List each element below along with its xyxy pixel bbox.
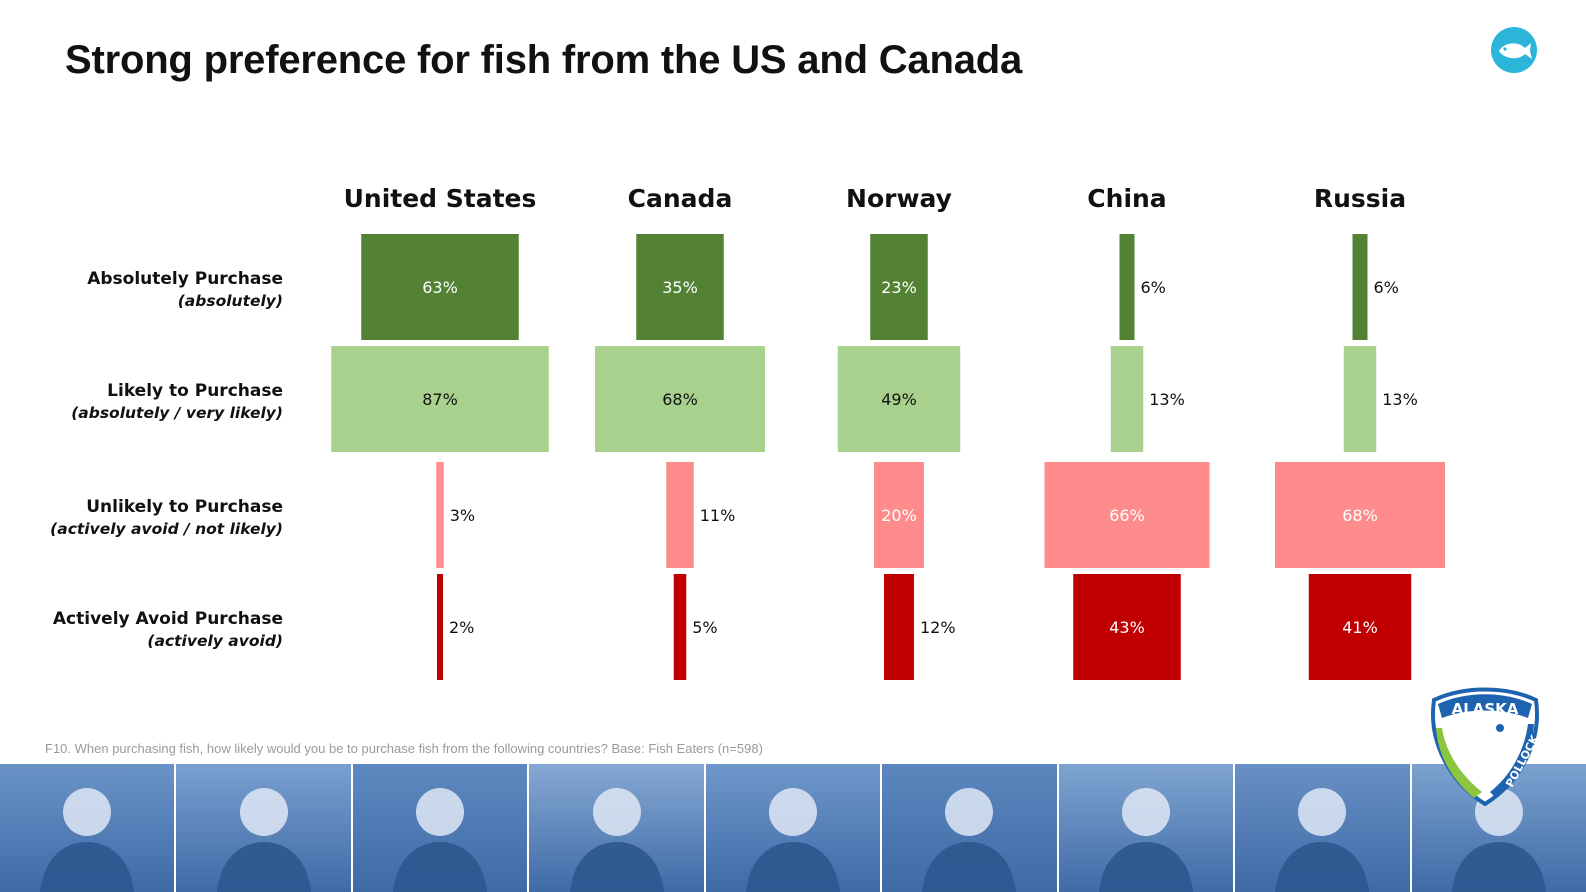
- bar-actively-avoid-purchase-china: [1073, 574, 1181, 680]
- bar-absolutely-purchase-russia: [1352, 234, 1368, 340]
- row-label-unlikely-to-purchase: Unlikely to Purchase: [86, 497, 283, 517]
- page-title: Strong preference for fish from the US a…: [65, 38, 1023, 82]
- bar-unlikely-to-purchase-norway: [874, 462, 924, 568]
- photo-person-4: [529, 764, 706, 892]
- row-sublabel-absolutely-purchase: (absolutely): [178, 292, 283, 310]
- value-label-likely-to-purchase-united-states: 87%: [422, 390, 458, 409]
- bar-unlikely-to-purchase-russia: [1275, 462, 1445, 568]
- value-label-actively-avoid-purchase-united-states: 2%: [449, 618, 474, 637]
- value-label-actively-avoid-purchase-china: 43%: [1109, 618, 1145, 637]
- badge-top-text: ALASKA: [1452, 700, 1519, 718]
- value-label-actively-avoid-purchase-norway: 12%: [920, 618, 956, 637]
- person-silhouette: [745, 788, 840, 892]
- bar-absolutely-purchase-china: [1119, 234, 1135, 340]
- row-sublabel-unlikely-to-purchase: (actively avoid / not likely): [50, 520, 283, 538]
- country-label-russia: Russia: [1314, 184, 1406, 213]
- row-label-absolutely-purchase: Absolutely Purchase: [87, 269, 283, 289]
- bar-unlikely-to-purchase-china: [1044, 462, 1210, 568]
- value-label-absolutely-purchase-united-states: 63%: [422, 278, 458, 297]
- value-label-likely-to-purchase-russia: 13%: [1382, 390, 1418, 409]
- value-label-unlikely-to-purchase-united-states: 3%: [450, 506, 475, 525]
- country-label-canada: Canada: [628, 184, 733, 213]
- bar-absolutely-purchase-canada: [636, 234, 724, 340]
- bar-unlikely-to-purchase-canada: [666, 462, 694, 568]
- value-label-actively-avoid-purchase-russia: 41%: [1342, 618, 1378, 637]
- bar-likely-to-purchase-china: [1110, 346, 1144, 452]
- row-sublabel-actively-avoid-purchase: (actively avoid): [147, 632, 283, 650]
- photo-person-6: [882, 764, 1059, 892]
- photo-person-3: [352, 764, 530, 892]
- row-label-actively-avoid-purchase: Actively Avoid Purchase: [53, 609, 283, 629]
- bar-actively-avoid-purchase-russia: [1308, 574, 1412, 680]
- country-label-norway: Norway: [846, 184, 952, 213]
- row-labels: Absolutely Purchase (absolutely) Likely to…: [50, 269, 283, 650]
- value-label-likely-to-purchase-canada: 68%: [662, 390, 698, 409]
- person-silhouette: [569, 788, 664, 892]
- bar-actively-avoid-purchase-norway: [884, 574, 914, 680]
- value-label-unlikely-to-purchase-china: 66%: [1109, 506, 1145, 525]
- bar-likely-to-purchase-russia: [1343, 346, 1377, 452]
- photo-person-1: [0, 764, 177, 892]
- person-silhouette: [1098, 788, 1193, 892]
- bar-likely-to-purchase-united-states: [331, 346, 549, 452]
- fish-icon: [1491, 27, 1537, 73]
- row-sublabel-likely-to-purchase: (absolutely / very likely): [71, 404, 283, 422]
- bar-absolutely-purchase-united-states: [361, 234, 519, 340]
- country-label-china: China: [1087, 184, 1166, 213]
- value-label-unlikely-to-purchase-russia: 68%: [1342, 506, 1378, 525]
- photo-person-2: [176, 764, 353, 892]
- person-silhouette: [922, 788, 1017, 892]
- photo-person-7: [1058, 764, 1236, 892]
- value-label-absolutely-purchase-china: 6%: [1141, 278, 1166, 297]
- bar-likely-to-purchase-norway: [837, 346, 961, 452]
- country-labels: United States Canada Norway China Russia: [344, 184, 1407, 213]
- value-label-likely-to-purchase-norway: 49%: [881, 390, 917, 409]
- alaska-pollock-badge: ALASKA GENUINE POLLOCK: [1431, 687, 1542, 806]
- photo-person-5: [705, 764, 883, 892]
- value-label-absolutely-purchase-norway: 23%: [881, 278, 917, 297]
- funnel-chart: United States Canada Norway China Russia Abs…: [50, 184, 1445, 680]
- value-label-likely-to-purchase-china: 13%: [1149, 390, 1185, 409]
- bar-unlikely-to-purchase-united-states: [436, 462, 444, 568]
- photo-strip: [0, 764, 1586, 892]
- bar-actively-avoid-purchase-united-states: [437, 574, 443, 680]
- value-label-absolutely-purchase-russia: 6%: [1374, 278, 1399, 297]
- bar-likely-to-purchase-canada: [595, 346, 765, 452]
- country-label-united-states: United States: [344, 184, 537, 213]
- person-silhouette: [1275, 788, 1370, 892]
- photo-person-8: [1235, 764, 1412, 892]
- person-silhouette: [216, 788, 311, 892]
- value-label-unlikely-to-purchase-canada: 11%: [700, 506, 736, 525]
- person-silhouette: [393, 788, 488, 892]
- bars: 63% 35% 23% 6% 6% 87% 68% 49% 13% 13% 3% 11% 20% 66% 6…: [331, 234, 1445, 680]
- value-label-absolutely-purchase-canada: 35%: [662, 278, 698, 297]
- footnote: F10. When purchasing fish, how likely wo…: [45, 741, 763, 756]
- bar-actively-avoid-purchase-canada: [673, 574, 687, 680]
- row-label-likely-to-purchase: Likely to Purchase: [107, 381, 283, 401]
- person-silhouette: [40, 788, 135, 892]
- value-label-unlikely-to-purchase-norway: 20%: [881, 506, 917, 525]
- bar-absolutely-purchase-norway: [870, 234, 928, 340]
- value-label-actively-avoid-purchase-canada: 5%: [692, 618, 717, 637]
